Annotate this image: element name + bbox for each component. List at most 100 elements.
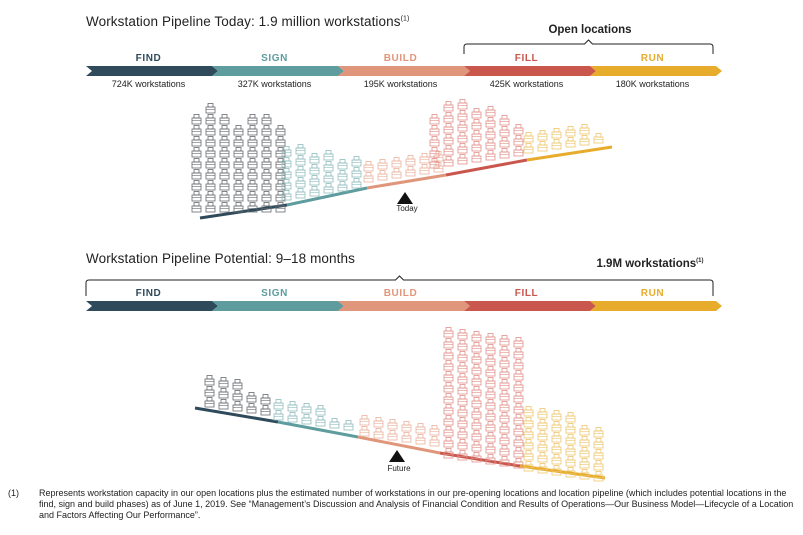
bottom-fill-desk-icon [443, 327, 454, 338]
bottom-find-desk-icon [204, 397, 215, 408]
bottom-fill-desk-icon [513, 359, 524, 370]
top-find-desk-icon [205, 114, 216, 125]
bottom-fill-desk-icon [513, 414, 524, 425]
top-fill-desk-icon [499, 148, 510, 159]
bottom-fill-desk-icon [471, 408, 482, 419]
top-find-desk-icon [247, 180, 258, 191]
top-find-desk-icon [247, 202, 258, 213]
top-stage-run: RUN [640, 53, 665, 64]
bottom-build-desk-icon [387, 419, 398, 430]
bottom-seesaw-find [194, 406, 279, 424]
top-fill-desk-icon [471, 141, 482, 152]
bottom-run-desk-icon [579, 458, 590, 469]
bottom-fill-desk-icon [485, 399, 496, 410]
bottom-sign-desk-icon [287, 412, 298, 423]
top-find-desk-icon [261, 158, 272, 169]
bottom-fill-desk-icon [471, 441, 482, 452]
top-run-desk-icon [523, 143, 534, 154]
bottom-run-desk-icon [523, 439, 534, 450]
top-run-desk-icon [537, 130, 548, 141]
top-count-fill: 425K workstations [489, 79, 564, 89]
bottom-seesaw-sign [277, 420, 359, 439]
top-find-desk-icon [191, 147, 202, 158]
top-find-desk-icon [205, 202, 216, 213]
top-build-desk-icon [363, 172, 374, 183]
top-title: Workstation Pipeline Today: 1.9 million … [86, 14, 409, 29]
bottom-fill-desk-icon [499, 456, 510, 467]
top-sign-desk-icon [295, 166, 306, 177]
bottom-bar-fill [464, 301, 596, 311]
total-workstations-label: 1.9M workstations(1) [590, 258, 710, 270]
top-sign-desk-icon [295, 144, 306, 155]
top-run-desk-icon [523, 132, 534, 143]
top-sign-desk-icon [281, 179, 292, 190]
top-fill-desk-icon [443, 145, 454, 156]
top-find-desk-icon [261, 114, 272, 125]
top-find-desk-icon [219, 114, 230, 125]
top-find-desk-icon [275, 202, 286, 213]
bottom-fill-desk-icon [457, 439, 468, 450]
bottom-seesaw-run [519, 464, 606, 480]
bottom-fill-desk-icon [443, 349, 454, 360]
bottom-fill-desk-icon [471, 397, 482, 408]
bottom-build-desk-icon [415, 434, 426, 445]
bottom-run-desk-icon [565, 467, 576, 478]
top-fill-desk-icon [443, 112, 454, 123]
bottom-build-desk-icon [359, 426, 370, 437]
top-find-desk-icon [233, 125, 244, 136]
top-fill-desk-icon [499, 137, 510, 148]
bottom-bar-build [338, 301, 470, 311]
bottom-find-desk-icon [260, 405, 271, 416]
top-find-desk-icon [191, 158, 202, 169]
top-find-desk-icon [261, 202, 272, 213]
top-find-desk-icon [205, 158, 216, 169]
top-count-build: 195K workstations [363, 79, 438, 89]
bottom-run-desk-icon [537, 408, 548, 419]
top-find-desk-icon [219, 202, 230, 213]
top-build-desk-icon [419, 164, 430, 175]
bottom-stage-build: BUILD [383, 288, 418, 299]
bottom-run-desk-icon [551, 421, 562, 432]
bottom-run-desk-icon [579, 436, 590, 447]
bottom-find-desk-icon [218, 377, 229, 388]
top-fill-desk-icon [471, 108, 482, 119]
bottom-fill-desk-icon [443, 338, 454, 349]
top-sign-desk-icon [351, 178, 362, 189]
bottom-fill-desk-icon [457, 395, 468, 406]
bottom-fill-desk-icon [471, 430, 482, 441]
top-find-desk-icon [191, 114, 202, 125]
bottom-fill-desk-icon [471, 353, 482, 364]
top-find-desk-icon [219, 191, 230, 202]
bottom-fill-desk-icon [443, 448, 454, 459]
bottom-run-desk-icon [523, 428, 534, 439]
top-find-desk-icon [261, 125, 272, 136]
bottom-fill-desk-icon [443, 437, 454, 448]
bottom-fill-desk-icon [443, 371, 454, 382]
top-sign-desk-icon [281, 168, 292, 179]
top-sign-desk-icon [309, 164, 320, 175]
bottom-build-desk-icon [415, 423, 426, 434]
top-find-desk-icon [191, 136, 202, 147]
bottom-fill-desk-icon [457, 450, 468, 461]
bottom-build-desk-icon [373, 417, 384, 428]
bottom-fill-desk-icon [443, 426, 454, 437]
total-workstations-bracket [85, 275, 714, 296]
top-fill-desk-icon [429, 158, 440, 169]
bottom-sign-desk-icon [315, 405, 326, 416]
top-find-desk-icon [233, 202, 244, 213]
top-find-desk-icon [233, 180, 244, 191]
top-find-desk-icon [191, 180, 202, 191]
bottom-build-desk-icon [401, 421, 412, 432]
bottom-run-desk-icon [565, 456, 576, 467]
footnote-number: (1) [8, 488, 19, 498]
bottom-run-desk-icon [579, 447, 590, 458]
bottom-fill-desk-icon [513, 458, 524, 469]
bottom-fill-desk-icon [499, 412, 510, 423]
bottom-run-desk-icon [537, 463, 548, 474]
bottom-fill-desk-icon [457, 351, 468, 362]
bottom-fill-desk-icon [513, 425, 524, 436]
bottom-find-desk-icon [218, 388, 229, 399]
bottom-fill-desk-icon [499, 445, 510, 456]
top-count-run: 180K workstations [615, 79, 690, 89]
top-count-sign: 327K workstations [237, 79, 312, 89]
